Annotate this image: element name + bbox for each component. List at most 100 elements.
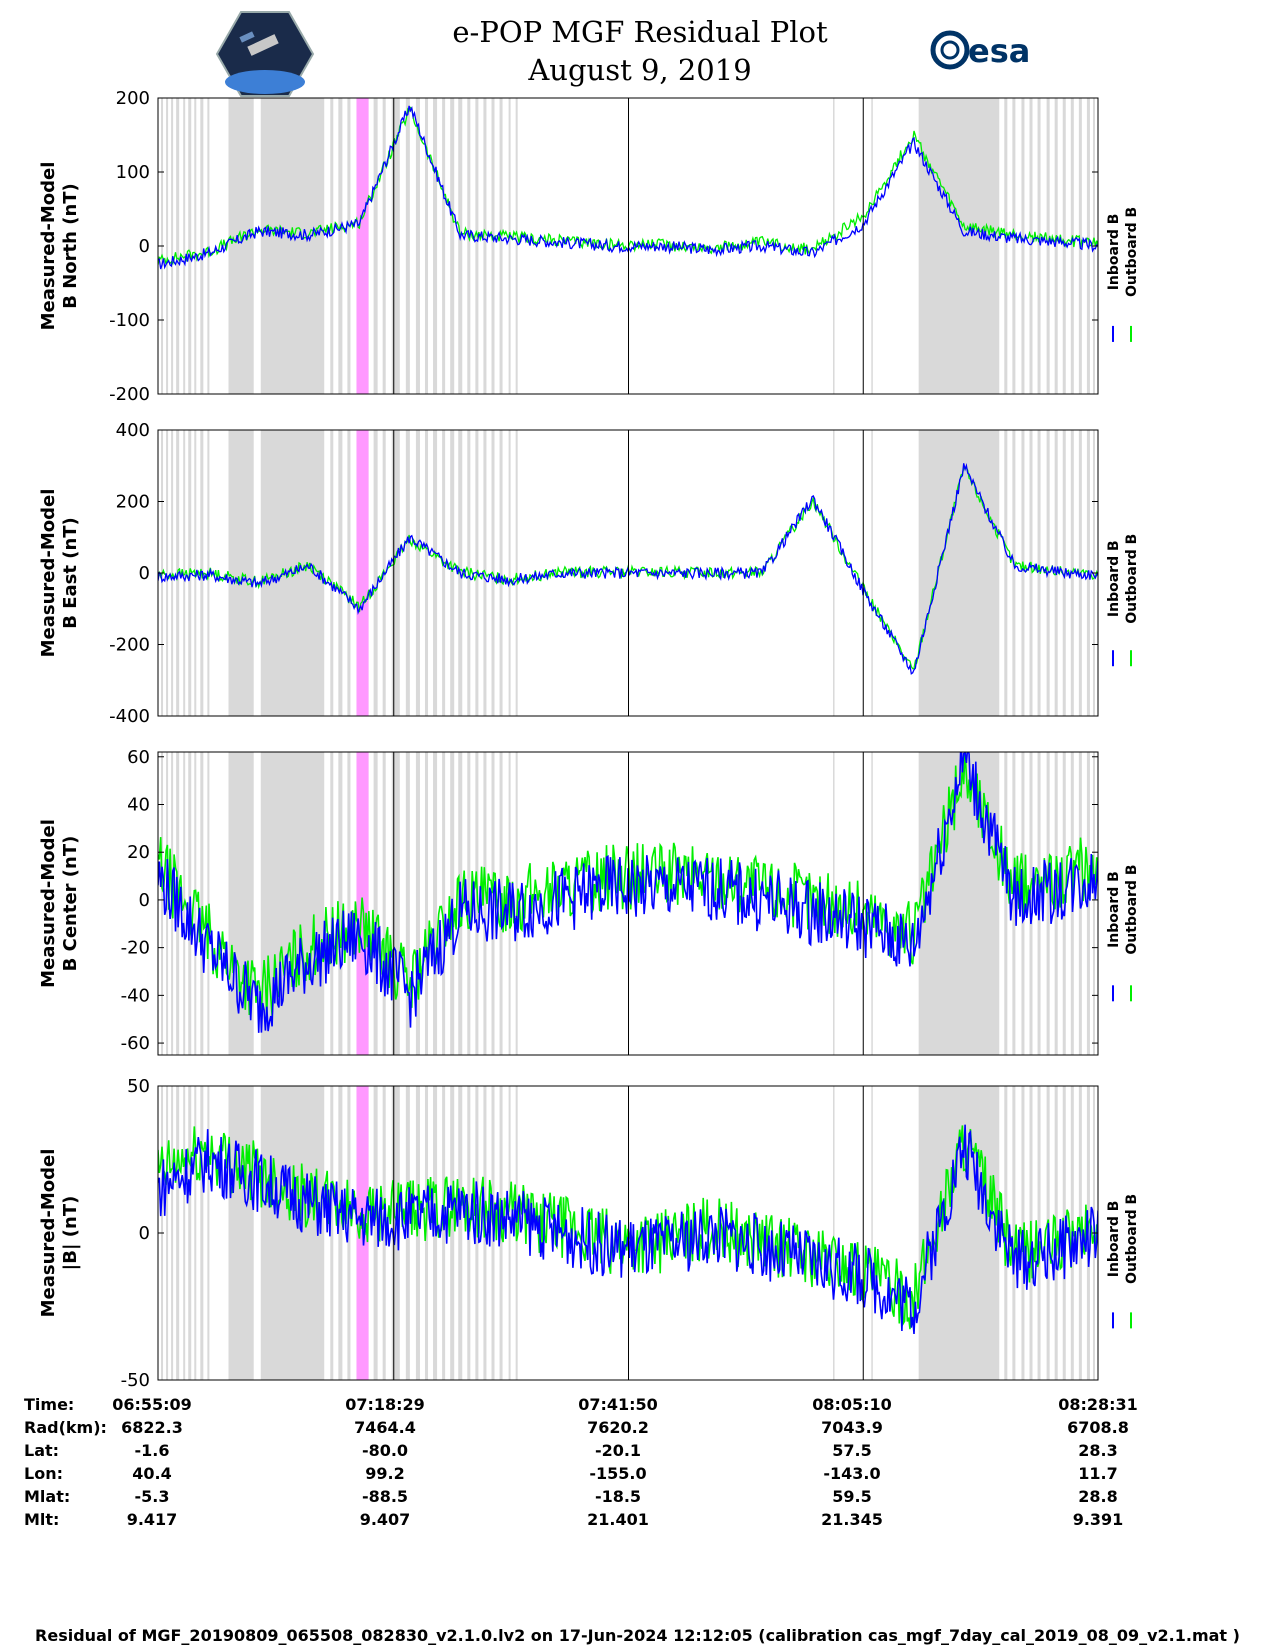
table-cell: 40.4 <box>132 1464 172 1483</box>
bad-data-band <box>373 430 378 716</box>
bad-data-band <box>347 1086 351 1380</box>
chart-title-line1: e-POP MGF Residual Plot <box>452 15 828 49</box>
bad-data-band <box>415 430 420 716</box>
bad-data-band <box>176 98 180 394</box>
bad-data-band <box>1037 98 1041 394</box>
table-row-header: Lat: <box>24 1441 60 1460</box>
table-cell: 59.5 <box>832 1487 872 1506</box>
y-tick-label: -60 <box>121 1033 150 1054</box>
bad-data-band <box>405 430 410 716</box>
bad-data-band <box>442 430 446 716</box>
bad-data-band <box>338 430 343 716</box>
bad-data-band <box>207 1086 210 1380</box>
bad-data-band <box>483 98 487 394</box>
chart-title-line2: August 9, 2019 <box>528 53 752 87</box>
y-tick-label: -400 <box>109 706 150 727</box>
y-tick-label: 0 <box>139 890 150 911</box>
bad-data-band <box>424 1086 429 1380</box>
bad-data-band <box>1012 752 1016 1055</box>
bad-data-band <box>373 1086 378 1380</box>
table-cell: 07:41:50 <box>578 1395 658 1414</box>
chart-panel-3: 60 40 20 0 -20 -40 -60 Measured-Model B Center (… <box>38 747 1140 1056</box>
legend-label-outboard: Outboard B <box>1124 534 1140 624</box>
y-tick-label: 20 <box>127 842 150 863</box>
chart-panel-2: 400 200 0 -200 -400 Measured-Model B East (nT)… <box>38 420 1140 727</box>
bad-data-band <box>833 430 835 716</box>
y-axis-label-line2: B Center (nT) <box>60 836 81 972</box>
table-row-header: Mlat: <box>24 1487 71 1506</box>
bad-data-band <box>166 98 169 394</box>
bad-data-band <box>475 752 479 1055</box>
bad-data-band <box>188 98 192 394</box>
bad-data-band <box>338 752 343 1055</box>
table-cell: 7464.4 <box>354 1418 416 1437</box>
y-axis-label-line2: B East (nT) <box>60 517 81 629</box>
table-cell: 21.401 <box>587 1510 649 1529</box>
bad-data-band <box>1012 98 1016 394</box>
table-cell: 28.3 <box>1078 1441 1118 1460</box>
bad-data-band <box>347 98 351 394</box>
bad-data-band <box>415 752 420 1055</box>
bad-data-band <box>194 98 197 394</box>
bad-data-band <box>405 98 410 394</box>
bad-data-band <box>183 98 186 394</box>
bad-data-band <box>338 98 343 394</box>
bad-data-band <box>918 752 1000 1055</box>
table-row-header: Mlt: <box>24 1510 60 1529</box>
bad-data-band <box>433 98 438 394</box>
bad-data-band <box>499 98 503 394</box>
highlight-band <box>356 430 369 716</box>
table-cell: -88.5 <box>361 1487 409 1506</box>
legend-label-outboard: Outboard B <box>1124 207 1140 297</box>
table-cell: -155.0 <box>589 1464 647 1483</box>
bad-data-band <box>382 1086 386 1380</box>
bad-data-band <box>330 430 334 716</box>
table-cell: -5.3 <box>134 1487 170 1506</box>
table-cell: 08:05:10 <box>812 1395 892 1414</box>
y-tick-label: 100 <box>116 162 150 183</box>
y-tick-label: 0 <box>139 1223 150 1244</box>
y-tick-label: -20 <box>121 938 150 959</box>
y-tick-label: 200 <box>116 88 150 109</box>
bad-data-band <box>194 752 197 1055</box>
bad-data-band <box>347 430 351 716</box>
bad-data-band <box>200 1086 204 1380</box>
bad-data-band <box>1070 98 1074 394</box>
bad-data-band <box>467 98 471 394</box>
bad-data-band <box>1086 752 1090 1055</box>
bad-data-band <box>330 752 334 1055</box>
y-tick-label: 200 <box>116 492 150 513</box>
bad-data-band <box>188 1086 192 1380</box>
bad-data-band <box>405 752 410 1055</box>
bad-data-band <box>200 752 204 1055</box>
bad-data-band <box>918 430 1000 716</box>
bad-data-band <box>1046 98 1050 394</box>
bad-data-band <box>347 752 351 1055</box>
table-cell: 08:28:31 <box>1058 1395 1138 1414</box>
bad-data-band <box>1012 1086 1016 1380</box>
legend-label-inboard: Inboard B <box>1106 540 1122 617</box>
table-cell: 7043.9 <box>821 1418 883 1437</box>
table-cell: -20.1 <box>594 1441 642 1460</box>
bad-data-band <box>1062 752 1066 1055</box>
bad-data-band <box>442 752 446 1055</box>
y-axis-label-line2: |B| (nT) <box>60 1196 81 1271</box>
bad-data-band <box>166 430 169 716</box>
table-cell: 06:55:09 <box>112 1395 192 1414</box>
y-tick-label: 400 <box>116 420 150 441</box>
bad-data-band <box>166 1086 169 1380</box>
table-row-header: Time: <box>24 1395 75 1414</box>
bad-data-band <box>183 1086 186 1380</box>
bad-data-band <box>166 752 169 1055</box>
bad-data-band <box>1029 98 1033 394</box>
bad-data-band <box>871 98 873 394</box>
bad-data-band <box>450 98 455 394</box>
bad-data-band <box>424 98 429 394</box>
bad-data-band <box>1029 752 1033 1055</box>
bad-data-band <box>1054 752 1058 1055</box>
bad-data-band <box>515 98 518 394</box>
legend-label-inboard: Inboard B <box>1106 871 1122 948</box>
bad-data-band <box>1021 98 1025 394</box>
y-tick-label: 50 <box>127 1076 150 1097</box>
bad-data-band <box>391 752 400 1055</box>
